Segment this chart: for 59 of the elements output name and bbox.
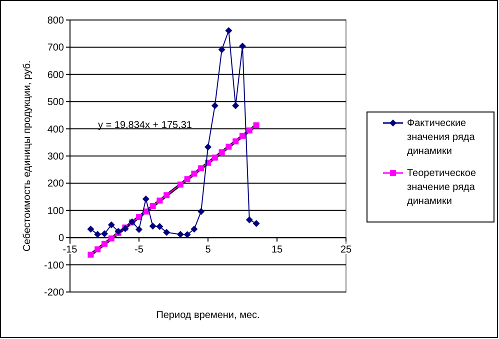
point xyxy=(184,176,190,182)
point xyxy=(232,138,239,144)
point xyxy=(246,216,253,224)
y-tick-label: 800 xyxy=(47,16,64,26)
point xyxy=(184,231,191,238)
point xyxy=(198,208,205,215)
y-tick-label: 400 xyxy=(47,124,64,136)
point xyxy=(176,230,184,238)
point xyxy=(240,132,246,139)
y-tick-label: 500 xyxy=(47,97,64,108)
x-tick-label: 5 xyxy=(205,244,212,256)
x-tick-label: -5 xyxy=(134,244,144,256)
point xyxy=(239,42,246,50)
point xyxy=(87,226,94,233)
y-tick-label: -200 xyxy=(44,288,64,298)
point xyxy=(177,182,184,188)
point xyxy=(94,246,101,252)
point xyxy=(164,192,170,198)
y-tick-label: 700 xyxy=(47,42,64,54)
point xyxy=(190,226,198,233)
y-axis-title: Себестоимость единицы продукции, руб. xyxy=(22,60,33,252)
point xyxy=(150,203,156,210)
y-tick-label: 300 xyxy=(47,152,64,162)
point xyxy=(253,122,260,128)
point xyxy=(191,170,198,177)
point xyxy=(156,222,164,230)
x-axis-title: Период времени, мес. xyxy=(156,310,260,321)
x-tick-label: 25 xyxy=(340,244,352,256)
point xyxy=(108,221,115,228)
point xyxy=(136,226,142,233)
legend-label: Фактические значения ряда динамики xyxy=(407,118,476,157)
point xyxy=(226,144,232,150)
point xyxy=(149,222,156,230)
point xyxy=(94,230,102,238)
point xyxy=(218,149,225,156)
y-tick-label: 200 xyxy=(47,178,64,190)
point xyxy=(218,46,226,54)
legend-label: Теоретическое значение ряда динамики xyxy=(407,168,476,207)
point xyxy=(252,220,260,227)
point xyxy=(88,252,94,258)
point xyxy=(156,198,163,204)
x-tick-label: 15 xyxy=(271,244,283,256)
point xyxy=(101,230,108,238)
point xyxy=(163,228,170,236)
point xyxy=(232,102,240,110)
point xyxy=(198,165,204,172)
y-tick-label: 600 xyxy=(47,70,64,81)
point xyxy=(212,154,218,161)
annotation: y = 19,834x + 175,31 xyxy=(98,120,192,131)
point xyxy=(211,102,218,110)
point xyxy=(204,144,212,151)
point xyxy=(102,240,108,247)
y-tick-label: -100 xyxy=(44,260,64,272)
point xyxy=(246,127,252,134)
y-tick-label: 100 xyxy=(47,206,64,217)
point xyxy=(142,195,150,202)
point xyxy=(225,27,232,34)
y-tick-label: 0 xyxy=(58,233,64,244)
point xyxy=(108,235,114,242)
